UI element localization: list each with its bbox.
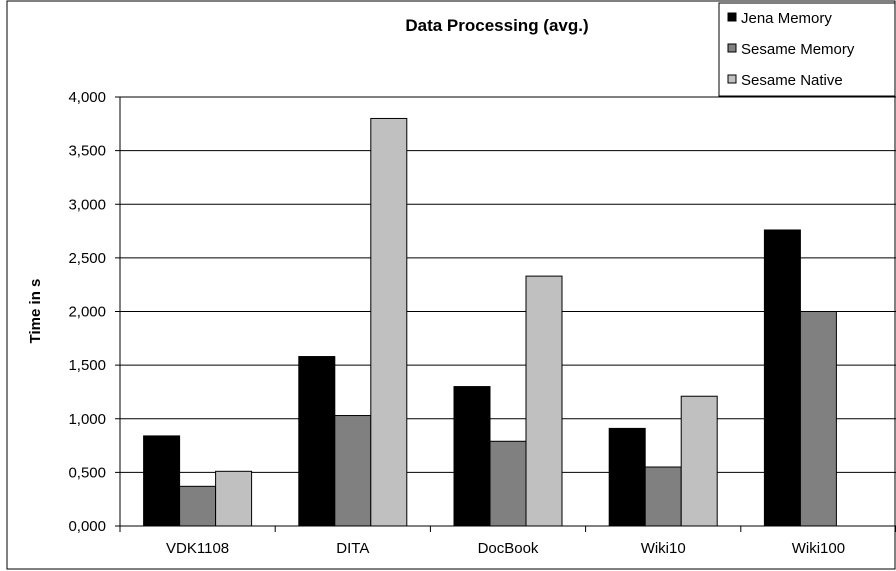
x-tick-label: Wiki10 (641, 540, 686, 557)
bar-sesame-memory (334, 415, 372, 527)
y-tick-label: 1,000 (68, 411, 106, 428)
y-tick-label: 3,500 (68, 143, 106, 160)
y-tick-label: 2,500 (68, 250, 106, 267)
x-tick-label: DocBook (478, 540, 539, 557)
bar-jena-memory (763, 229, 801, 527)
y-tick-label: 0,000 (68, 518, 106, 535)
axes (115, 96, 896, 532)
bars (143, 117, 837, 527)
bar-sesame-memory (799, 311, 837, 527)
bar-jena-memory (298, 356, 336, 527)
chart-title: Data Processing (avg.) (405, 16, 588, 35)
x-tick-label: DITA (336, 540, 369, 557)
y-tick-label: 2,000 (68, 304, 106, 321)
bar-sesame-native (370, 117, 408, 527)
y-tick-label: 0,500 (68, 464, 106, 481)
bar-sesame-memory (489, 440, 527, 527)
bar-jena-memory (143, 435, 181, 527)
y-tick-labels: 0,000 0,500 1,000 1,500 2,000 2,500 3,000 3,500… (68, 89, 106, 535)
legend-label: Jena Memory (741, 10, 832, 27)
legend-box (718, 2, 896, 97)
x-tick-labels: VDK1108 DITA DocBook Wiki10 Wiki100 (166, 540, 845, 557)
legend-swatch (727, 12, 737, 22)
legend-swatch (727, 43, 737, 53)
legend: Jena Memory Sesame Memory Sesame Native (718, 2, 896, 97)
y-tick-label: 1,500 (68, 357, 106, 374)
legend-swatch (727, 74, 737, 84)
bar-sesame-native (215, 470, 253, 527)
y-axis-label: Time in s (27, 279, 44, 344)
bar-sesame-native (525, 275, 563, 527)
bar-jena-memory (453, 386, 491, 527)
y-tick-label: 4,000 (68, 89, 106, 106)
x-tick-label: VDK1108 (166, 540, 229, 557)
legend-label: Sesame Native (741, 72, 843, 89)
bar-sesame-memory (179, 485, 217, 527)
y-tick-label: 3,000 (68, 196, 106, 213)
bar-sesame-native (680, 395, 718, 527)
x-tick-label: Wiki100 (792, 540, 845, 557)
bar-sesame-memory (644, 466, 682, 527)
legend-label: Sesame Memory (741, 41, 855, 58)
bar-jena-memory (608, 427, 646, 527)
